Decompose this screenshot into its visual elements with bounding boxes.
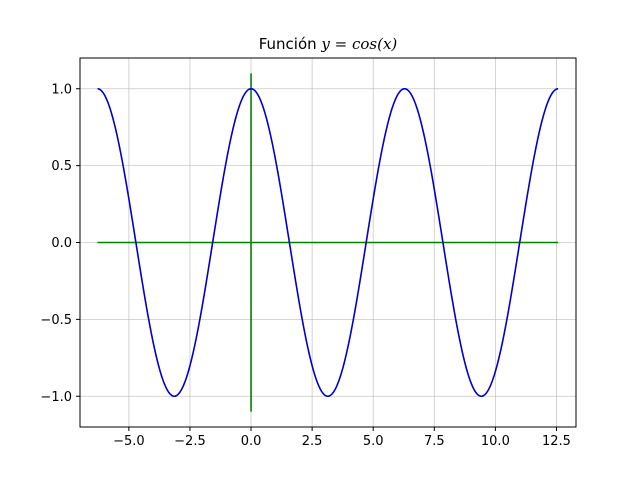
x-tick-label: −2.5: [174, 434, 206, 449]
reference-lines: [97, 73, 559, 412]
y-tick-label: 0.5: [51, 159, 72, 174]
series-line-cos: [97, 87, 559, 398]
y-tick-label: 1.0: [51, 82, 72, 97]
x-tick-label: −5.0: [113, 434, 145, 449]
y-tick-label: −0.5: [40, 313, 72, 328]
series: [97, 87, 559, 398]
chart-title-prefix: Función: [259, 35, 322, 53]
y-tick-label: 0.0: [51, 236, 72, 251]
chart-title: Función y = cos(x): [259, 35, 398, 53]
x-tick-label: 2.5: [302, 434, 323, 449]
chart-title-math: y = cos(x): [320, 35, 397, 53]
x-axis: −5.0 −2.5 0.0 2.5 5.0 7.5 10.0 12.5: [113, 427, 571, 449]
y-tick-label: −1.0: [40, 390, 72, 405]
x-tick-label: 12.5: [542, 434, 571, 449]
x-tick-label: 5.0: [363, 434, 384, 449]
x-tick-label: 7.5: [424, 434, 445, 449]
x-tick-label: 10.0: [481, 434, 510, 449]
x-tick-label: 0.0: [241, 434, 262, 449]
y-axis: −1.0 −0.5 0.0 0.5 1.0: [40, 82, 80, 405]
